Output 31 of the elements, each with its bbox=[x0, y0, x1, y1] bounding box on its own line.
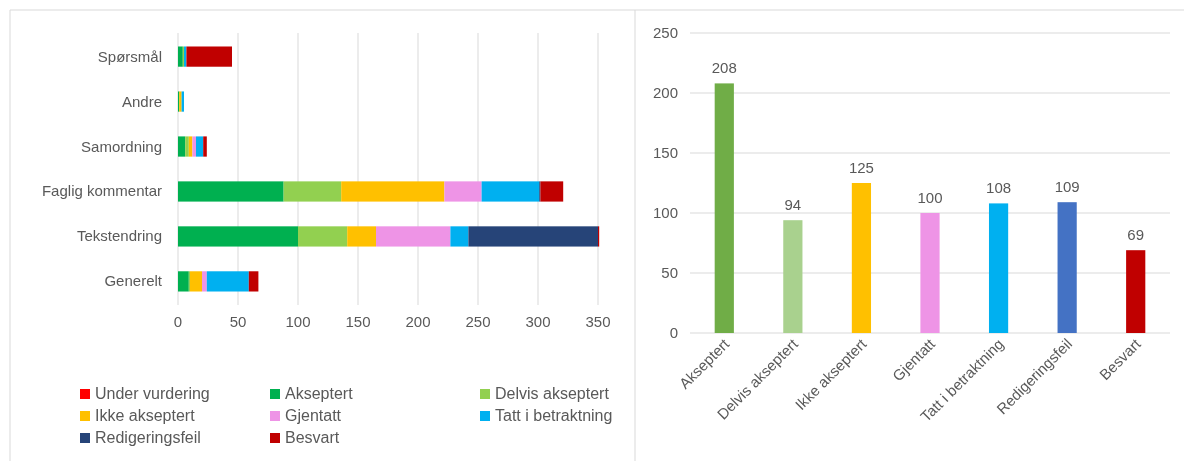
data-label: 109 bbox=[1054, 178, 1080, 196]
data-label: 100 bbox=[917, 189, 943, 206]
y-tick-label: Spørsmål bbox=[97, 47, 162, 65]
legend-label: Delvis akseptert bbox=[495, 385, 610, 402]
legend-label: Under vurdering bbox=[95, 385, 210, 402]
legend-label: Redigeringsfeil bbox=[95, 429, 201, 446]
legend-label: Akseptert bbox=[285, 385, 354, 402]
y-tick-label: Generelt bbox=[104, 272, 163, 290]
legend-label: Besvart bbox=[285, 429, 340, 446]
data-label: 69 bbox=[1127, 226, 1145, 244]
data-label: 125 bbox=[848, 159, 874, 176]
y-tick-label: 100 bbox=[652, 204, 678, 221]
y-tick-label: 150 bbox=[652, 144, 678, 161]
y-tick-label: Faglig kommentar bbox=[41, 182, 162, 200]
y-tick-label: Samordning bbox=[81, 137, 162, 155]
y-tick-label: Tekstendring bbox=[76, 227, 162, 245]
x-tick-label: 100 bbox=[285, 313, 311, 330]
x-tick-label: 50 bbox=[229, 313, 247, 330]
x-tick-label: 200 bbox=[405, 313, 431, 330]
x-tick-label: 150 bbox=[345, 313, 371, 330]
data-label: 94 bbox=[784, 196, 802, 214]
x-tick-label: 350 bbox=[585, 313, 611, 330]
x-tick-label: 250 bbox=[465, 313, 491, 330]
y-tick-label: 250 bbox=[652, 24, 678, 41]
y-tick-label: 50 bbox=[661, 264, 678, 281]
data-label: 208 bbox=[711, 59, 737, 77]
y-tick-label: 200 bbox=[652, 84, 678, 101]
x-tick-label: 300 bbox=[525, 313, 551, 330]
x-tick-label: 0 bbox=[173, 313, 183, 330]
y-tick-label: Andre bbox=[121, 92, 162, 110]
data-label: 108 bbox=[986, 179, 1012, 197]
